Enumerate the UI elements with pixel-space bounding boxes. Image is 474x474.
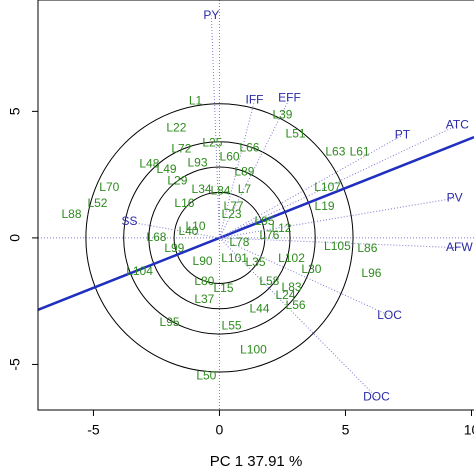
- point-label: L49: [157, 162, 177, 176]
- variable-label: ATC: [446, 117, 469, 131]
- circle: [148, 166, 291, 310]
- x-tick-label: 10: [464, 422, 474, 438]
- point-label: L37: [194, 292, 214, 306]
- point-label: L88: [62, 207, 82, 221]
- point-label: L55: [222, 319, 242, 333]
- variable-vector: [219, 237, 390, 317]
- point-label: L104: [126, 264, 153, 278]
- point-label: L10: [185, 219, 205, 233]
- variable-label: AFW: [446, 240, 473, 254]
- x-tick-label: 0: [216, 422, 224, 438]
- variable-label: LOC: [377, 308, 402, 322]
- point-label: L56: [286, 298, 306, 312]
- point-label: L70: [99, 180, 119, 194]
- variable-vector: [219, 98, 290, 239]
- plot-frame: [37, 0, 474, 411]
- point-label: L24: [275, 288, 295, 302]
- variable-vector: [219, 134, 403, 239]
- circle: [173, 191, 266, 284]
- variable-label: IFF: [245, 93, 263, 107]
- point-label: L58: [259, 274, 279, 288]
- y-tick-label: -5: [7, 358, 23, 371]
- point-label: L50: [196, 369, 216, 383]
- point-label: L63: [325, 144, 345, 158]
- point-label: L1: [189, 94, 203, 108]
- point-label: L84: [210, 183, 230, 197]
- point-label: L34: [192, 182, 212, 196]
- variable-vector: [129, 221, 220, 239]
- point-label: L86: [357, 241, 377, 255]
- point-label: L60: [220, 149, 240, 163]
- point-label: L77: [224, 199, 244, 213]
- point-label: L66: [239, 140, 259, 154]
- point-label: L90: [193, 254, 213, 268]
- point-label: L19: [315, 199, 335, 213]
- variable-vector: [219, 197, 455, 239]
- point-label: L22: [166, 120, 186, 134]
- point-label: L96: [361, 266, 381, 280]
- variable-vector: [219, 124, 458, 239]
- x-tick-label: 5: [342, 422, 350, 438]
- point-label: L35: [245, 255, 265, 269]
- point-label: L72: [171, 141, 191, 155]
- point-label: L83: [282, 280, 302, 294]
- point-label: L48: [139, 156, 159, 170]
- pc-axis-line: [37, 136, 474, 311]
- circle: [85, 103, 354, 373]
- point-label: L78: [229, 235, 249, 249]
- variable-label: EFF: [278, 91, 301, 105]
- variable-vector: [219, 237, 377, 398]
- point-label: L93: [188, 155, 208, 169]
- point-label: L39: [272, 108, 292, 122]
- point-label: L100: [240, 343, 267, 357]
- point-label: L30: [301, 262, 321, 276]
- x-axis-label: PC 1 37.91 %: [210, 453, 303, 470]
- point-label: L105: [324, 239, 351, 253]
- point-label: L29: [167, 173, 187, 187]
- point-label: L95: [255, 214, 275, 228]
- variable-label: PV: [447, 190, 463, 204]
- point-label: L101: [221, 251, 248, 265]
- variable-label: PY: [203, 8, 219, 22]
- point-label: L107: [314, 180, 341, 194]
- point-label: L95: [160, 315, 180, 329]
- point-label: L16: [174, 196, 194, 210]
- point-label: L76: [259, 228, 279, 242]
- y-tick-label: 5: [7, 107, 23, 115]
- point-label: L80: [194, 274, 214, 288]
- variable-vector: [219, 237, 460, 249]
- point-label: L40: [178, 224, 198, 238]
- point-label: L23: [222, 207, 242, 221]
- variable-vector: [210, 15, 220, 238]
- point-label: L52: [87, 196, 107, 210]
- variable-label: DOC: [363, 390, 390, 404]
- variable-label: PT: [395, 127, 411, 141]
- point-label: L25: [202, 135, 222, 149]
- point-label: L15: [213, 281, 233, 295]
- point-label: L102: [278, 251, 305, 265]
- point-label: L99: [164, 241, 184, 255]
- point-label: L44: [250, 302, 270, 316]
- y-tick-label: 0: [7, 234, 23, 242]
- x-tick-label: -5: [87, 422, 100, 438]
- point-label: L51: [286, 127, 306, 141]
- variable-label: SS: [121, 214, 137, 228]
- point-label: L61: [350, 144, 370, 158]
- circle: [123, 141, 316, 335]
- point-label: L7: [238, 182, 252, 196]
- point-label: L12: [271, 221, 291, 235]
- point-label: L68: [146, 230, 166, 244]
- point-label: L89: [234, 164, 254, 178]
